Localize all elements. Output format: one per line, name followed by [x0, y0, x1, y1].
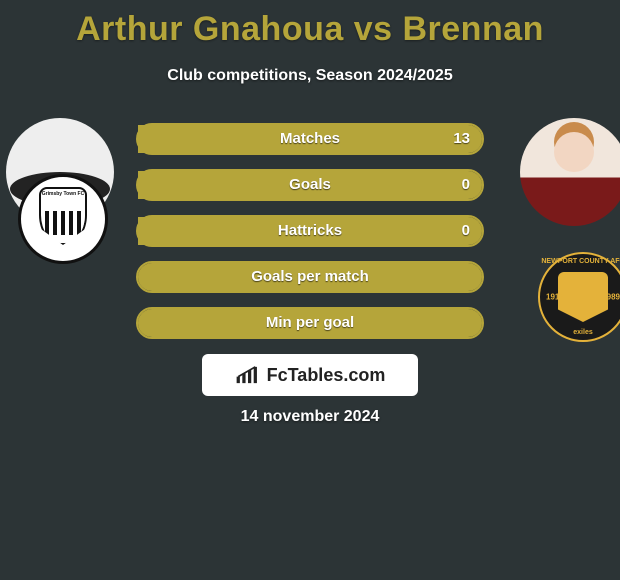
club-left-badge: Grimsby Town FC — [18, 174, 108, 264]
stat-row: Goals 0 — [136, 169, 484, 201]
club-right-year-right: 1989 — [602, 293, 620, 302]
club-right-name-bottom: exiles — [540, 329, 620, 336]
club-left-shield-icon: Grimsby Town FC — [39, 187, 87, 245]
stat-row: Matches 13 — [136, 123, 484, 155]
stat-row: Goals per match — [136, 261, 484, 293]
stat-label: Min per goal — [138, 309, 482, 337]
fctables-logo: FcTables.com — [202, 354, 418, 396]
date-label: 14 november 2024 — [0, 408, 620, 426]
page-subtitle: Club competitions, Season 2024/2025 — [0, 67, 620, 85]
stat-label: Matches — [138, 125, 482, 153]
stat-right-value: 13 — [453, 125, 470, 153]
bar-chart-icon — [235, 365, 261, 385]
club-right-name-top: NEWPORT COUNTY AFC — [540, 258, 620, 265]
stat-label: Goals per match — [138, 263, 482, 291]
club-right-badge: NEWPORT COUNTY AFC 1912 1989 exiles — [538, 252, 620, 342]
stat-row: Hattricks 0 — [136, 215, 484, 247]
stat-label: Hattricks — [138, 217, 482, 245]
stat-right-value: 0 — [462, 217, 470, 245]
stat-right-value: 0 — [462, 171, 470, 199]
stat-label: Goals — [138, 171, 482, 199]
club-right-shield-icon — [558, 272, 608, 322]
club-left-stripes-icon — [45, 211, 85, 235]
comparison-card: Arthur Gnahoua vs Brennan Club competiti… — [0, 0, 620, 580]
fctables-logo-text: FcTables.com — [267, 365, 386, 386]
page-title: Arthur Gnahoua vs Brennan — [0, 0, 620, 49]
player-right-avatar — [520, 118, 620, 226]
club-right-year-left: 1912 — [546, 293, 564, 302]
stat-row: Min per goal — [136, 307, 484, 339]
club-left-name: Grimsby Town FC — [41, 191, 85, 197]
stat-rows: Matches 13 Goals 0 Hattricks 0 Goals per… — [136, 123, 484, 353]
